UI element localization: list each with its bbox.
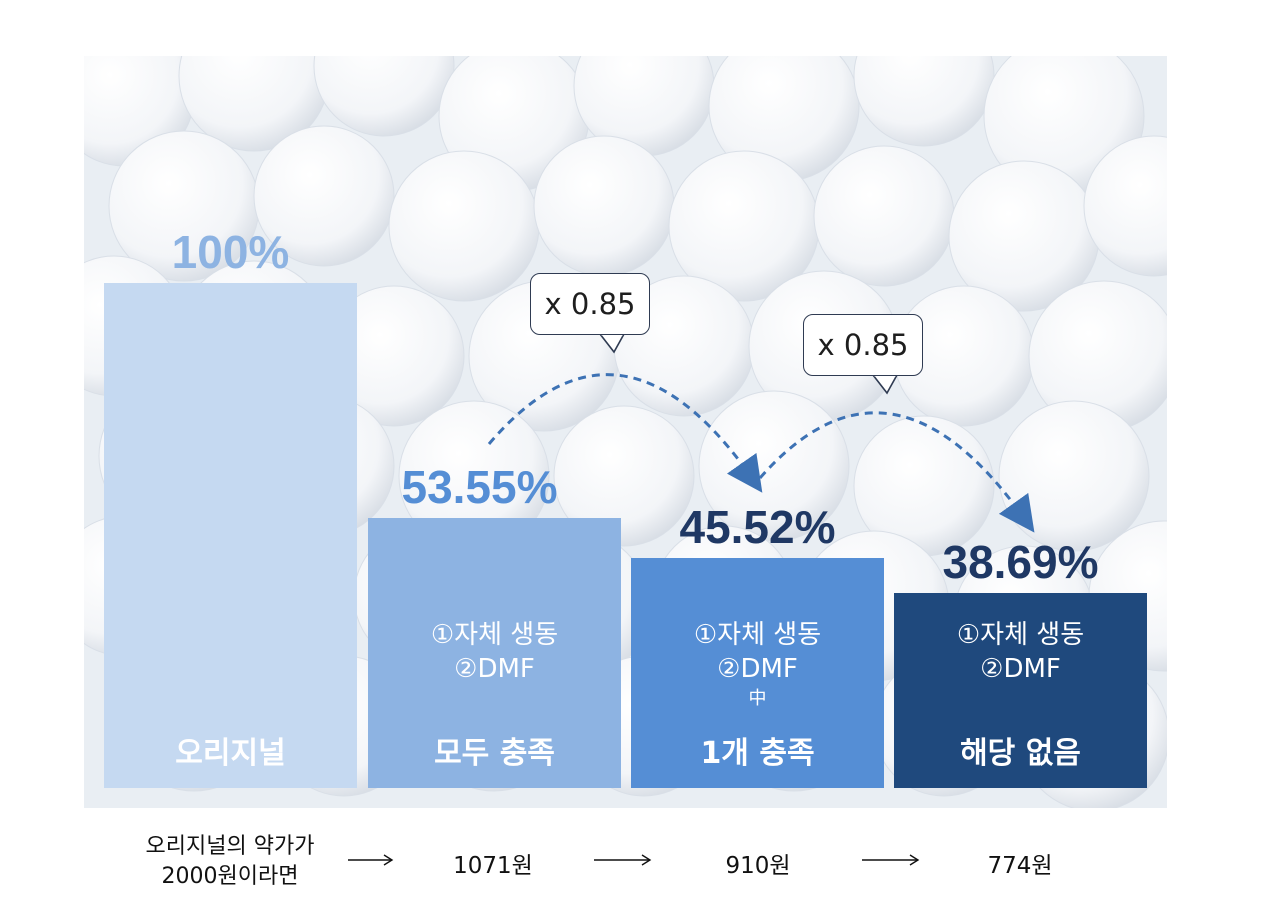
pill-shape: [533, 135, 675, 277]
price-footer: 오리지널의 약가가 2000원이라면 1071원 910원 774원: [0, 826, 1280, 906]
price-arrow-icon: [348, 854, 394, 866]
bar-category-label: 해당 없음: [960, 735, 1081, 771]
condition-line2: ②DMF: [980, 653, 1061, 684]
pill-shape: [253, 125, 395, 267]
condition-line3: 中: [748, 687, 767, 709]
bar: ①자체 생동 ②DMF 해당 없음: [894, 592, 1147, 788]
bar: ①자체 생동 ②DMF 모두 충족: [368, 517, 621, 788]
bar-conditions: ①자체 생동 ②DMF: [368, 618, 621, 686]
price-note-line2: 2000원이라면: [161, 864, 299, 889]
multiplier-callout: x 0.85: [803, 314, 923, 376]
price-note: 오리지널의 약가가 2000원이라면: [110, 832, 350, 892]
pill-shape: [813, 145, 955, 287]
bar-value-label: 45.52%: [679, 501, 836, 554]
pill-shape: [1083, 135, 1167, 277]
price-arrow-icon: [594, 854, 652, 866]
bar-conditions: ①자체 생동 ②DMF: [894, 618, 1147, 686]
condition-line2: ②DMF: [454, 653, 535, 684]
condition-line1: ①자체 생동: [956, 619, 1085, 650]
bar-value-label: 38.69%: [942, 535, 1099, 588]
bar-category-label: 오리지널: [175, 736, 286, 771]
pill-shape: [853, 56, 995, 147]
condition-line2: ②DMF: [717, 653, 798, 684]
condition-line1: ①자체 생동: [430, 619, 559, 650]
price-3: 774원: [987, 853, 1053, 879]
bar-category-label: 1개 충족: [700, 735, 815, 771]
price-2: 910원: [725, 853, 791, 879]
pill-shape: [388, 150, 540, 302]
bar-value-label: 100%: [171, 226, 290, 278]
pill-shape: [998, 400, 1150, 552]
condition-line1: ①자체 생동: [693, 619, 822, 650]
bar-category-label: 모두 충족: [434, 735, 555, 771]
price-1: 1071원: [453, 853, 533, 879]
price-note-line1: 오리지널의 약가가: [145, 834, 315, 859]
price-arrow-icon: [862, 854, 920, 866]
bar: 오리지널: [104, 283, 357, 788]
multiplier-callout: x 0.85: [530, 273, 650, 335]
pill-shape: [313, 56, 455, 137]
bar-conditions: ①자체 생동 ②DMF 中: [631, 618, 884, 712]
bar: ①자체 생동 ②DMF 中 1개 충족: [631, 558, 884, 788]
bar-value-label: 53.55%: [401, 460, 558, 513]
